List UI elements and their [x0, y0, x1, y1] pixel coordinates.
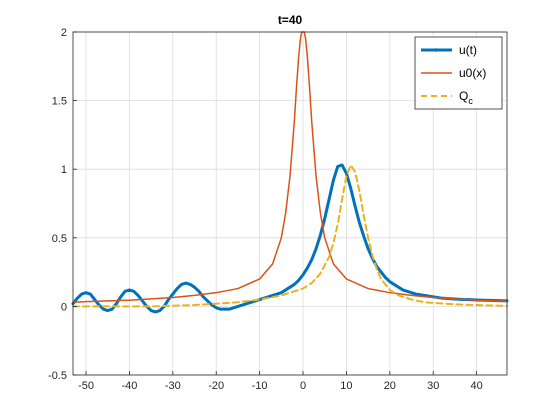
y-tick-label: 1.5 — [52, 96, 67, 108]
x-tick-label: 20 — [384, 380, 396, 392]
x-tick-label: 40 — [470, 380, 482, 392]
legend: u(t) u0(x) Qc — [414, 36, 503, 110]
y-tick-label: 0 — [61, 301, 67, 313]
legend-label-u0-x: u0(x) — [459, 66, 486, 80]
ticks: -50 -40 -30 -20 -10 0 10 20 30 40 -0.5 0 0.5 1 1.5 2 — [48, 27, 483, 392]
x-tick-label: -20 — [208, 380, 224, 392]
x-tick-label: 10 — [340, 380, 352, 392]
x-tick-label: -50 — [78, 380, 94, 392]
chart-title: t=40 — [278, 13, 303, 27]
x-tick-label: 0 — [300, 380, 306, 392]
legend-marker-u-t — [434, 48, 438, 52]
plot-frame — [72, 31, 508, 376]
x-tick-label: -30 — [165, 380, 181, 392]
x-tick-label: -10 — [252, 380, 268, 392]
y-tick-label: -0.5 — [48, 370, 67, 382]
series-qc-line — [72, 164, 508, 308]
y-tick-label: 1 — [61, 164, 67, 176]
legend-label-u-t: u(t) — [459, 43, 477, 57]
y-tick-label: 2 — [61, 27, 67, 39]
x-tick-label: -40 — [121, 380, 137, 392]
y-tick-label: 0.5 — [52, 233, 67, 245]
x-tick-label: 30 — [427, 380, 439, 392]
